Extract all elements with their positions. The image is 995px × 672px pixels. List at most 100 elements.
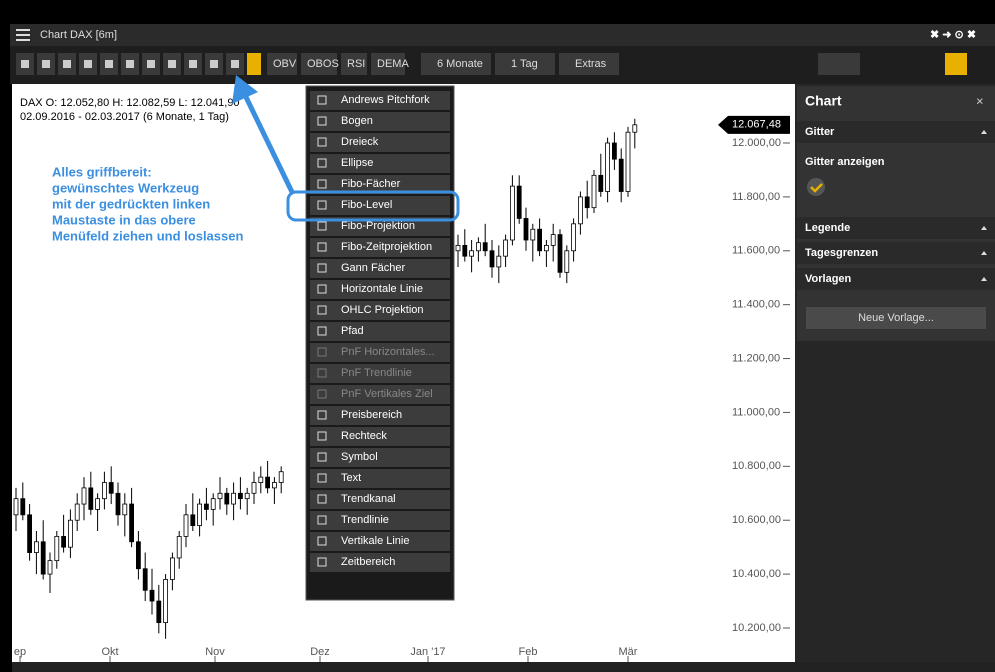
window-controls[interactable]: ✖ ➜ ⊙ ✖: [930, 29, 976, 41]
menu-item[interactable]: [310, 427, 450, 446]
menu-label: Dreieck: [341, 136, 379, 148]
menu-label: Andrews Pitchfork: [341, 94, 430, 106]
menu-icon: [317, 263, 327, 273]
menu-item[interactable]: [310, 259, 450, 278]
checkbox[interactable]: [807, 178, 825, 196]
toolbar-button[interactable]: [371, 53, 405, 75]
tool-icon[interactable]: [945, 53, 967, 75]
section-row[interactable]: [797, 121, 995, 143]
candle-body: [163, 579, 169, 624]
price-label: 11.200,00: [732, 352, 780, 364]
menu-item[interactable]: [310, 490, 450, 509]
candle-body: [509, 185, 515, 241]
caret: [981, 226, 987, 230]
menu-item[interactable]: [310, 280, 450, 299]
candle-body: [632, 124, 638, 133]
menu-item[interactable]: [310, 322, 450, 341]
menu-item[interactable]: [310, 154, 450, 173]
candle-body: [190, 514, 196, 527]
toolbar-label: 6 Monate: [437, 58, 483, 70]
candle-body: [34, 541, 39, 553]
check: [810, 183, 823, 193]
candle-body: [625, 131, 631, 192]
menu-item[interactable]: [310, 217, 450, 236]
toolbar-label: OBOS: [307, 58, 339, 70]
chart-info: DAX O: 12.052,80 H: 12.082,59 L: 12.041,…: [20, 97, 240, 109]
menu-icon: [317, 326, 327, 336]
menu-item[interactable]: [310, 469, 450, 488]
menu-item[interactable]: [310, 406, 450, 425]
candle-body: [115, 492, 121, 516]
section-label: Legende: [805, 222, 850, 234]
highlight: [286, 190, 460, 222]
menu-label: Bogen: [341, 115, 373, 127]
price-label: 10.400,00: [732, 568, 781, 580]
candle-body: [108, 482, 114, 494]
section-label: Gitter anzeigen: [805, 156, 885, 168]
caret: [981, 130, 987, 134]
toolbar-label: Extras: [575, 58, 607, 70]
panel-button[interactable]: [806, 307, 986, 329]
section-row[interactable]: [797, 217, 995, 239]
toolbar-label: OBV: [273, 58, 297, 70]
glyph: [105, 60, 113, 68]
candle-body: [557, 234, 563, 273]
menu-item: [310, 385, 450, 404]
menu-item[interactable]: [310, 532, 450, 551]
candle-body: [231, 492, 237, 505]
candle-body: [482, 242, 488, 252]
menu-item[interactable]: [310, 448, 450, 467]
candle-body: [584, 196, 590, 209]
menu-icon: [317, 284, 327, 294]
menu-label: PnF Horizontales...: [341, 346, 435, 358]
section-row[interactable]: [797, 242, 995, 264]
candle-body: [598, 174, 604, 192]
menu-item[interactable]: [310, 91, 450, 110]
menu-item[interactable]: [310, 133, 450, 152]
candle-body: [156, 600, 162, 624]
candle-body: [203, 503, 209, 510]
close[interactable]: ×: [976, 93, 984, 108]
candle-body: [54, 535, 60, 562]
menu-icon: [317, 95, 327, 105]
toolbar-button[interactable]: [341, 53, 367, 75]
menu-item[interactable]: [310, 196, 450, 215]
candle-body: [95, 498, 100, 510]
candle-body: [122, 503, 128, 516]
menu-item[interactable]: [310, 511, 450, 530]
menu-label: Text: [341, 472, 361, 484]
toolbar-button[interactable]: [267, 53, 297, 75]
section-label: Vorlagen: [805, 273, 852, 285]
price-label: 10.200,00: [732, 622, 781, 634]
toolbar-button[interactable]: [421, 53, 491, 75]
section-label: Gitter: [805, 126, 835, 138]
menu-item[interactable]: [310, 175, 450, 194]
candle-body: [129, 503, 135, 543]
candle-body: [102, 482, 107, 500]
candle-body: [503, 239, 509, 257]
toolbar-button[interactable]: [301, 53, 337, 75]
menu-icon: [317, 179, 327, 189]
chart-layer: 12.000,00 11.800,00 11.600,00 11.400,00 11.2…: [13, 115, 790, 662]
menu-label: Gann Fächer: [341, 262, 406, 274]
section-row[interactable]: [797, 268, 995, 290]
time-label: Nov: [205, 646, 225, 658]
candle-body: [516, 185, 522, 219]
time-label: Jan '17: [410, 646, 445, 658]
candle-body: [210, 498, 216, 510]
toolbar-button[interactable]: [495, 53, 555, 75]
menu-icon: [317, 305, 327, 315]
menu-label: Fibo-Zeitprojektion: [341, 241, 432, 253]
menu-item[interactable]: [310, 553, 450, 572]
menu-dropdown[interactable]: [247, 53, 261, 75]
menu-icon: [317, 473, 327, 483]
menu-item[interactable]: [310, 112, 450, 131]
menu-item[interactable]: [310, 238, 450, 257]
candle-body: [74, 503, 80, 521]
menu-item[interactable]: [310, 301, 450, 320]
toolbar-button[interactable]: [559, 53, 619, 75]
tool-icon[interactable]: [818, 53, 860, 75]
candle-body: [169, 557, 175, 580]
annotation-line: Menüfeld ziehen und loslassen: [52, 228, 243, 243]
